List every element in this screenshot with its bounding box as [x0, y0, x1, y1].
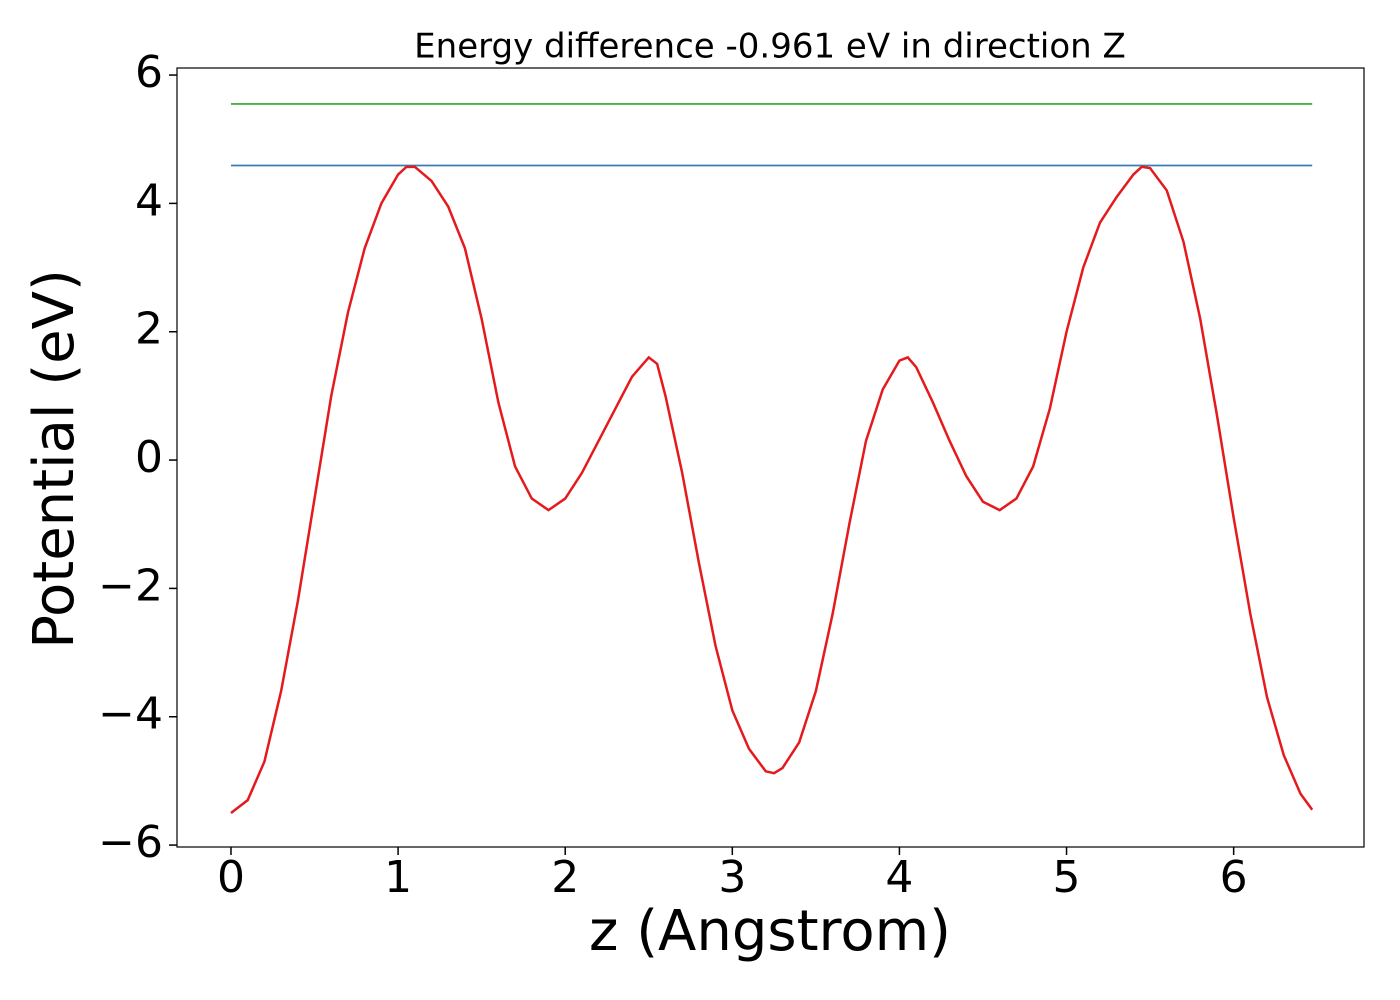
- plot-frame: [176, 67, 1365, 848]
- x-tick-label: 5: [1053, 852, 1081, 903]
- y-tick-label: 2: [135, 304, 163, 355]
- y-tick-label: 0: [135, 432, 163, 483]
- y-axis-label: Potential (eV): [22, 269, 87, 649]
- chart-title: Energy difference -0.961 eV in direction…: [414, 27, 1126, 67]
- x-tick-label: 2: [551, 852, 579, 903]
- x-tick-label: 1: [384, 852, 412, 903]
- x-axis-label: z (Angstrom): [589, 899, 951, 964]
- x-tick-label: 4: [885, 852, 913, 903]
- x-tick-label: 3: [718, 852, 746, 903]
- y-tick-label: 6: [135, 47, 163, 98]
- y-tick-label: −2: [98, 560, 163, 611]
- x-tick-label: 6: [1220, 852, 1248, 903]
- data-line: [230, 165, 1314, 814]
- y-tick-label: −4: [98, 689, 163, 740]
- y-tick-label: 4: [135, 175, 163, 226]
- x-tick-label: 0: [217, 852, 245, 903]
- y-tick-label: −6: [98, 817, 163, 868]
